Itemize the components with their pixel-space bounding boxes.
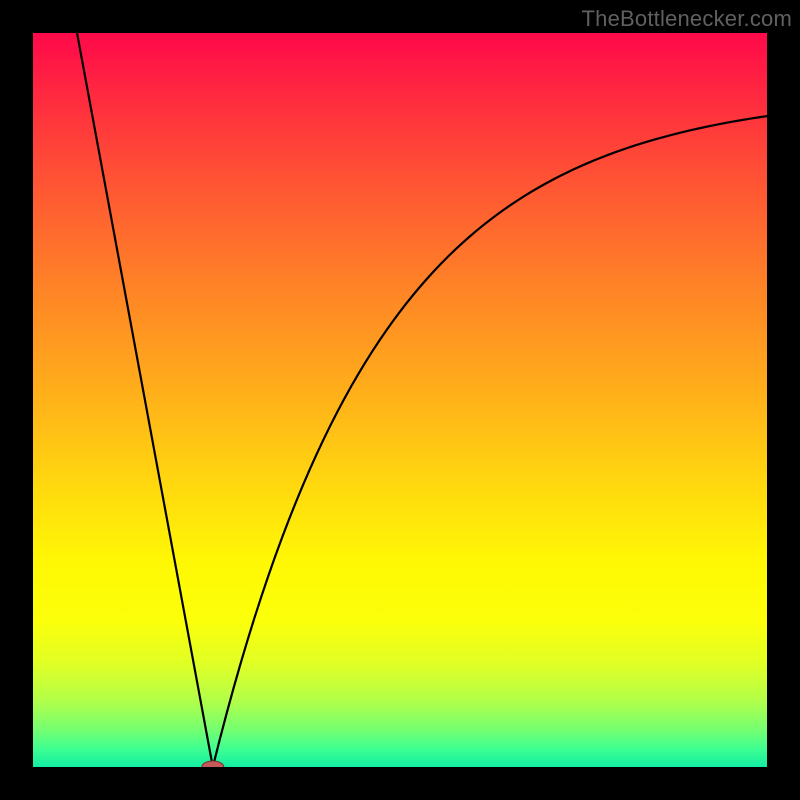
plot-area	[33, 33, 767, 767]
watermark-text: TheBottlenecker.com	[582, 6, 792, 32]
plot-background	[33, 33, 767, 767]
plot-svg	[33, 33, 767, 767]
chart-container: TheBottlenecker.com	[0, 0, 800, 800]
